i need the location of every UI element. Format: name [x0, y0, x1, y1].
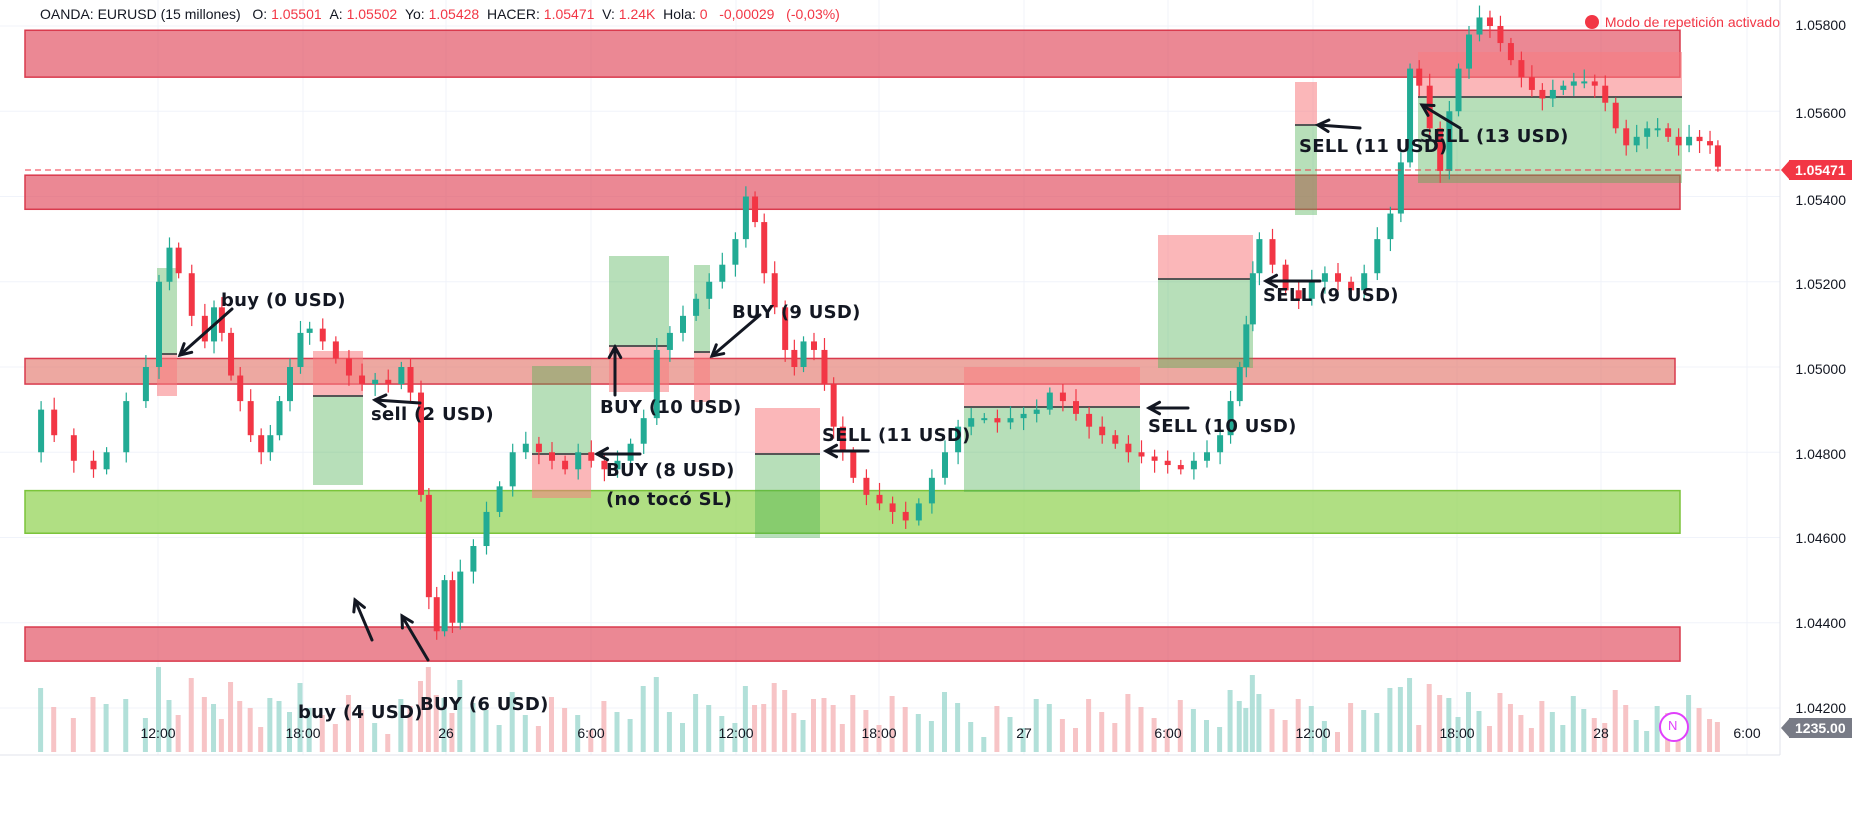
current-price-tag: 1.05471	[1781, 160, 1852, 180]
annotation-label: BUY (9 USD)	[732, 302, 861, 323]
annotation-label: SELL (9 USD)	[1263, 285, 1399, 306]
high-value: 1.05502	[346, 6, 398, 22]
price-tick: 1.05400	[1795, 192, 1846, 208]
symbol-name[interactable]: OANDA: EURUSD (15 millones)	[40, 6, 241, 22]
time-tick: 6:00	[1154, 725, 1182, 741]
time-tick: 28	[1593, 725, 1609, 741]
news-badge-label: N	[1668, 718, 1678, 733]
time-tick: 27	[1016, 725, 1032, 741]
annotation-label: SELL (10 USD)	[1148, 416, 1297, 437]
close-value: 1.05471	[543, 6, 595, 22]
time-tick: 18:00	[861, 725, 897, 741]
time-tick: 18:00	[285, 725, 321, 741]
annotation-label: BUY (6 USD)	[420, 694, 549, 715]
change-percent: (-0,03%)	[786, 6, 840, 22]
price-tick: 1.05200	[1795, 276, 1846, 292]
price-tick: 1.04200	[1795, 700, 1846, 716]
position-boxes	[157, 52, 1682, 538]
price-tick: 1.04800	[1795, 446, 1846, 462]
annotation-label: SELL (13 USD)	[1420, 126, 1569, 147]
news-badge-icon[interactable]	[1659, 712, 1689, 742]
volume-value: 1.24K	[618, 6, 656, 22]
annotation-arrows	[177, 103, 1462, 662]
price-tick: 1.05600	[1795, 105, 1846, 121]
price-tick: 1.05800	[1795, 17, 1846, 33]
extra-value: 0	[699, 6, 708, 22]
price-tick: 1.04400	[1795, 615, 1846, 631]
annotation-label: sell (2 USD)	[371, 404, 494, 425]
replay-mode-indicator[interactable]: Modo de repetición activado	[1584, 14, 1780, 30]
price-tick: 1.04600	[1795, 530, 1846, 546]
symbol-legend: OANDA: EURUSD (15 millones) O: 1.05501 A…	[40, 6, 840, 22]
time-tick: 18:00	[1439, 725, 1475, 741]
change-value: -0,00029	[719, 6, 775, 22]
annotation-label: SELL (11 USD)	[1299, 136, 1448, 157]
time-tick: 12:00	[140, 725, 176, 741]
price-zones	[24, 29, 1681, 662]
annotation-label: buy (4 USD)	[298, 702, 423, 723]
candlesticks	[38, 5, 1721, 640]
time-tick: 26	[438, 725, 454, 741]
annotation-label: (no tocó SL)	[606, 489, 733, 510]
low-value: 1.05428	[428, 6, 480, 22]
annotation-label: BUY (8 USD)	[606, 460, 735, 481]
open-value: 1.05501	[271, 6, 322, 22]
time-tick: 6:00	[577, 725, 605, 741]
time-tick: 6:00	[1733, 725, 1761, 741]
time-tick: 12:00	[718, 725, 754, 741]
annotation-label: BUY (10 USD)	[600, 397, 742, 418]
replay-dot-icon	[1584, 15, 1599, 29]
replay-mode-label: Modo de repetición activado	[1604, 14, 1780, 30]
annotation-label: SELL (11 USD)	[822, 425, 971, 446]
annotation-label: buy (0 USD)	[221, 290, 346, 311]
price-tick: 1.05000	[1795, 361, 1846, 377]
time-tick: 12:00	[1295, 725, 1331, 741]
volume-bars	[38, 667, 1720, 752]
current-volume-tag: 1235.00	[1781, 718, 1852, 738]
